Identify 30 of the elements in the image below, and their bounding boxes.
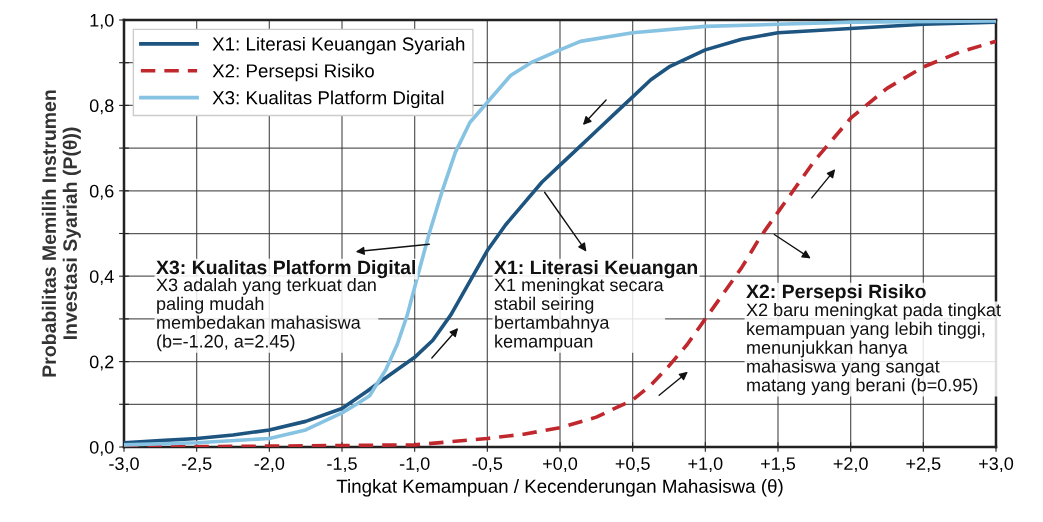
legend-label: X1: Literasi Keuangan Syariah <box>212 36 465 55</box>
x-tick-label: -3,0 <box>109 457 139 473</box>
y-tick-label: 0,0 <box>89 440 114 456</box>
x-tick-label: +3,0 <box>979 457 1014 473</box>
x-tick-label: +0,0 <box>543 457 578 473</box>
annotation: X3: Kualitas Platform Digital <box>156 260 416 279</box>
legend-label: X3: Kualitas Platform Digital <box>212 90 444 109</box>
legend-label: X2: Persepsi Risiko <box>212 63 374 82</box>
y-tick-label: 0,4 <box>89 270 114 286</box>
annotation: X2: Persepsi Risiko <box>746 284 926 303</box>
x-tick-label: -2,5 <box>181 457 212 473</box>
annotation: X2 baru meningkat pada tingkat kemampuan yang lebih tinggi, menunjukkan hanya mahasiswa yang sangat matang yang berani (b=0.95) <box>746 303 1001 396</box>
x-axis-title: Tingkat Kemampuan / Kecenderungan Mahasiswa (θ) <box>336 479 783 497</box>
x-tick-label: -0,5 <box>472 457 503 473</box>
x-tick-label: -1,0 <box>399 457 430 473</box>
y-tick-label: 0,8 <box>89 99 114 115</box>
y-axis-title: Probabilitas Memilih Instrumen Investasi Syariah (P(θ)) <box>41 90 81 377</box>
x-tick-label: +1,5 <box>761 457 796 473</box>
y-tick-label: 1,0 <box>90 13 114 29</box>
x-tick-label: +2,0 <box>833 457 868 473</box>
y-tick-label: 0,6 <box>89 184 114 200</box>
y-tick-label: 0,2 <box>89 355 114 371</box>
x-tick-label: -1,5 <box>327 457 357 473</box>
x-tick-label: +0,5 <box>615 457 650 473</box>
annotation: X1: Literasi Keuangan <box>494 260 698 279</box>
annotation: X3 adalah yang terkuat dan paling mudah membedakan mahasiswa (b=-1.20, a=2.45) <box>156 278 376 352</box>
x-tick-label: +1,0 <box>688 457 723 473</box>
annotation: X1 meningkat secara stabil seiring bertambahnya kemampuan <box>494 278 664 352</box>
x-tick-label: +2,5 <box>906 457 941 473</box>
x-tick-label: -2,0 <box>254 457 285 473</box>
